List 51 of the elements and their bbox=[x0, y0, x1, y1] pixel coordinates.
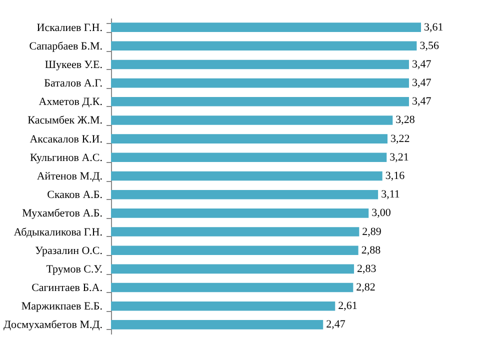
y-tick-label: Ахметов Д.К. bbox=[38, 96, 103, 108]
bar bbox=[111, 97, 409, 106]
y-tick-label: Аксакалов К.И. bbox=[30, 133, 103, 146]
bar bbox=[111, 264, 354, 274]
data-label: 3,47 bbox=[412, 96, 432, 108]
y-tick-label: Шукеев У.Е. bbox=[44, 58, 103, 71]
y-tick-label: Скаков А.Б. bbox=[47, 189, 103, 202]
bar bbox=[111, 320, 324, 330]
bar bbox=[111, 22, 421, 32]
y-tick-label: Досмухамбетов М.Д. bbox=[3, 319, 103, 332]
data-label: 3,11 bbox=[381, 188, 400, 201]
data-label: 3,16 bbox=[385, 170, 406, 182]
bar bbox=[111, 246, 358, 255]
bar bbox=[111, 116, 393, 125]
data-label: 3,28 bbox=[396, 114, 416, 126]
data-label: 3,22 bbox=[390, 132, 410, 145]
data-label: 3,47 bbox=[412, 77, 432, 90]
data-label: 3,21 bbox=[390, 151, 409, 164]
data-label: 2,47 bbox=[326, 318, 346, 331]
y-tick-label: Маржикпаев Е.Б. bbox=[21, 300, 103, 313]
data-label: 2,83 bbox=[357, 262, 377, 275]
y-tick-label: Касымбек Ж.М. bbox=[28, 114, 103, 127]
bar bbox=[111, 78, 409, 88]
data-label: 3,00 bbox=[372, 207, 392, 220]
data-label: 3,56 bbox=[420, 40, 440, 52]
bar bbox=[111, 171, 382, 181]
y-tick-label: Абдыкаликова Г.Н. bbox=[14, 226, 103, 238]
bar bbox=[111, 190, 378, 200]
y-tick-label: Айтенов М.Д. bbox=[36, 170, 103, 182]
y-tick-label: Мухамбетов А.Б. bbox=[22, 208, 103, 220]
bar bbox=[111, 152, 387, 162]
data-label: 3,47 bbox=[412, 58, 432, 70]
bar bbox=[111, 301, 336, 311]
y-tick-label: Трумов С.У. bbox=[46, 263, 103, 276]
data-label: 2,61 bbox=[338, 300, 358, 312]
bar bbox=[111, 208, 369, 218]
data-label: 2,89 bbox=[362, 226, 382, 238]
y-tick-label: Уразалин О.С. bbox=[35, 244, 103, 257]
y-tick-label: Сагинтаев Б.А. bbox=[32, 282, 103, 294]
data-label: 2,88 bbox=[361, 244, 382, 256]
y-tick-label: Искалиев Г.Н. bbox=[36, 22, 103, 34]
bar bbox=[111, 282, 354, 292]
y-tick-label: Баталов А.Г. bbox=[44, 78, 103, 90]
y-tick-label: Сапарбаев Б.М. bbox=[29, 40, 103, 52]
bar bbox=[111, 41, 417, 51]
bar bbox=[111, 60, 409, 70]
bar bbox=[111, 134, 388, 144]
data-label: 2,82 bbox=[356, 282, 376, 294]
bar bbox=[111, 227, 360, 236]
y-tick-label: Кульгинов А.С. bbox=[30, 152, 103, 164]
data-label: 3,61 bbox=[424, 21, 444, 34]
